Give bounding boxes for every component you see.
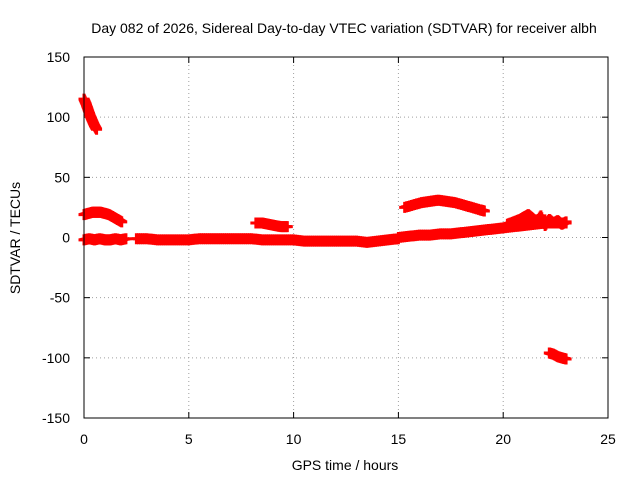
y-tick-label: 50	[54, 169, 70, 185]
series-steep-decline-end	[543, 347, 572, 365]
data-point	[560, 216, 572, 228]
plot-frame	[83, 56, 609, 419]
data-point	[91, 123, 103, 135]
y-tick-label: 150	[47, 49, 71, 65]
data-point	[560, 353, 572, 365]
series-short-segment-near-10	[250, 217, 293, 233]
data-point	[478, 205, 490, 217]
x-tick-label: 10	[286, 431, 302, 447]
y-axis-label: SDTVAR / TECUs	[7, 182, 23, 294]
y-tick-label: -100	[42, 350, 70, 366]
chart-title: Day 082 of 2026, Sidereal Day-to-day VTE…	[91, 20, 597, 36]
data-point	[116, 216, 128, 228]
y-tick-label: -50	[50, 290, 70, 306]
y-tick-label: 0	[62, 230, 70, 246]
series-baseline-early	[78, 233, 132, 246]
x-axis: 0 5 10 15 20 25	[80, 57, 616, 447]
data-series	[78, 93, 572, 365]
x-axis-label: GPS time / hours	[292, 457, 399, 473]
data-point	[120, 233, 132, 245]
series-arc-near-30	[399, 194, 490, 217]
x-tick-label: 15	[391, 431, 407, 447]
x-tick-label: 5	[185, 431, 193, 447]
series-scatter-cluster-late	[501, 209, 572, 231]
series-baseline-main	[130, 233, 404, 248]
series-steep-decline-start	[78, 93, 103, 135]
x-tick-label: 25	[600, 431, 616, 447]
y-tick-label: 100	[47, 109, 71, 125]
x-tick-label: 0	[80, 431, 88, 447]
x-tick-label: 20	[495, 431, 511, 447]
y-tick-label: -150	[42, 410, 70, 426]
series-arc-near-20	[78, 206, 128, 228]
data-point	[281, 221, 293, 233]
